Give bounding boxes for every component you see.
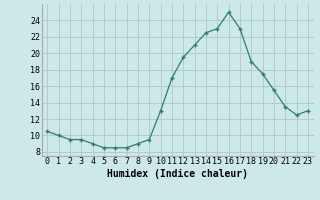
X-axis label: Humidex (Indice chaleur): Humidex (Indice chaleur)	[107, 169, 248, 179]
